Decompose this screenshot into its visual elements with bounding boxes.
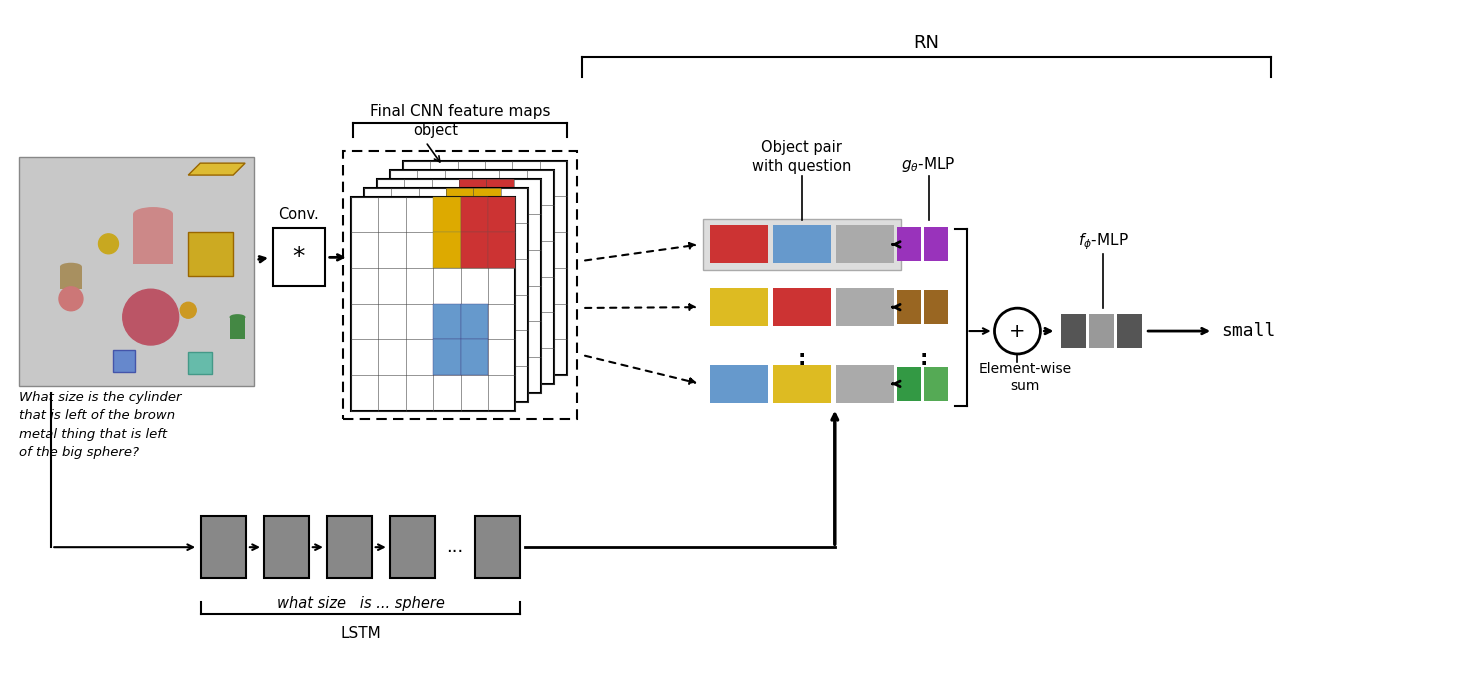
Text: object: object — [413, 123, 459, 138]
Bar — [487, 214, 514, 250]
Bar — [710, 365, 768, 403]
Bar — [460, 303, 488, 339]
Bar — [897, 227, 920, 261]
Circle shape — [98, 234, 118, 254]
Bar — [432, 197, 460, 232]
Bar — [1090, 314, 1115, 348]
Bar — [364, 188, 529, 401]
Bar — [188, 352, 212, 375]
Circle shape — [58, 287, 83, 311]
Text: *: * — [292, 245, 305, 269]
Circle shape — [123, 290, 178, 345]
Bar — [460, 339, 488, 375]
Bar — [264, 516, 308, 578]
Bar — [836, 365, 894, 403]
Bar — [773, 225, 831, 263]
Bar — [446, 223, 473, 259]
Text: Conv.: Conv. — [279, 207, 318, 222]
Bar — [475, 516, 520, 578]
Bar — [390, 170, 554, 384]
Circle shape — [180, 302, 196, 319]
Ellipse shape — [60, 263, 82, 271]
Bar — [351, 197, 516, 410]
Bar — [487, 179, 514, 214]
Bar — [488, 232, 516, 268]
Text: LSTM: LSTM — [340, 626, 381, 641]
Bar — [273, 229, 324, 286]
Text: small: small — [1221, 322, 1275, 340]
Bar — [202, 516, 245, 578]
Text: $g_{\theta}$-MLP: $g_{\theta}$-MLP — [901, 155, 955, 173]
FancyBboxPatch shape — [229, 317, 245, 339]
Text: ...: ... — [446, 538, 463, 556]
Bar — [1118, 314, 1143, 348]
Text: What size is the cylinder
that is left of the brown
metal thing that is left
of : What size is the cylinder that is left o… — [19, 391, 181, 460]
Text: $f_{\phi}$-MLP: $f_{\phi}$-MLP — [1078, 231, 1129, 252]
Bar — [460, 232, 488, 268]
Bar — [897, 367, 920, 401]
Bar — [446, 188, 473, 223]
Bar — [923, 290, 948, 324]
FancyBboxPatch shape — [133, 214, 172, 264]
Text: Object pair
with question: Object pair with question — [752, 140, 852, 173]
Text: +: + — [1010, 321, 1026, 341]
Bar — [923, 367, 948, 401]
Ellipse shape — [133, 207, 172, 221]
Bar — [403, 161, 567, 375]
Bar — [836, 288, 894, 326]
Bar — [1061, 314, 1087, 348]
Bar — [923, 227, 948, 261]
Bar — [473, 188, 501, 223]
Bar — [897, 290, 920, 324]
Text: what size   is ... sphere: what size is ... sphere — [276, 596, 444, 611]
Text: :: : — [919, 350, 928, 370]
Bar — [390, 516, 434, 578]
Bar — [460, 197, 488, 232]
Bar — [473, 223, 501, 259]
Bar — [188, 232, 234, 276]
Bar — [377, 179, 542, 392]
Bar — [710, 225, 768, 263]
Bar — [460, 197, 488, 232]
Bar — [488, 197, 516, 232]
Text: Final CNN feature maps: Final CNN feature maps — [370, 104, 551, 119]
Bar — [432, 303, 460, 339]
Bar — [432, 339, 460, 375]
Bar — [19, 157, 254, 386]
Bar — [432, 232, 460, 268]
Bar — [459, 214, 487, 250]
Bar — [327, 516, 371, 578]
Bar — [773, 288, 831, 326]
Bar — [343, 151, 577, 419]
Bar — [836, 225, 894, 263]
FancyBboxPatch shape — [60, 267, 82, 289]
Bar — [112, 350, 134, 372]
Bar — [773, 365, 831, 403]
Bar — [459, 179, 487, 214]
Bar — [460, 232, 488, 268]
Ellipse shape — [229, 314, 245, 320]
Polygon shape — [188, 163, 245, 175]
Bar — [710, 288, 768, 326]
Text: RN: RN — [913, 34, 939, 53]
Bar — [703, 218, 900, 270]
Text: Element-wise
sum: Element-wise sum — [979, 362, 1072, 393]
Text: :: : — [798, 350, 806, 370]
